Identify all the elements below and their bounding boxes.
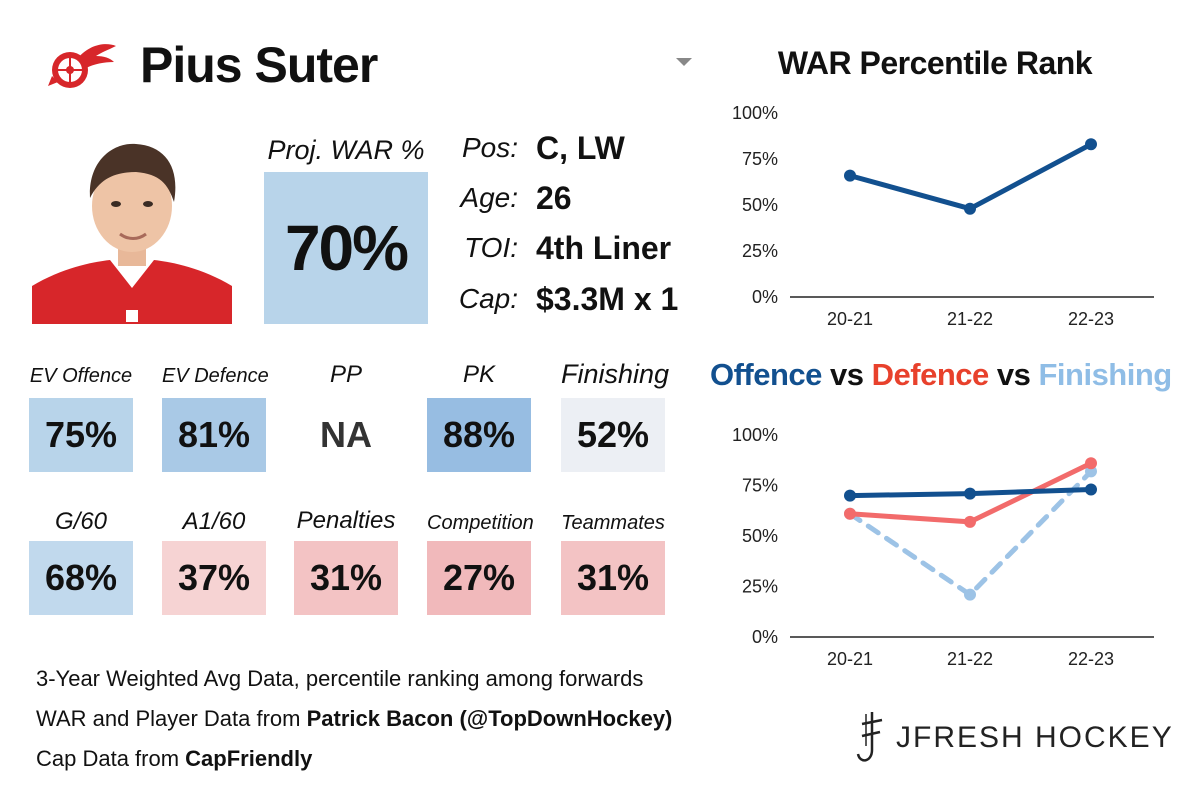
toi-label: TOI: [464, 232, 518, 263]
footnote-cap-source: Cap Data from CapFriendly [36, 744, 312, 774]
player-name: Pius Suter [140, 37, 378, 93]
g60-label: G/60 [54, 508, 108, 535]
footnote-cap-source-name: CapFriendly [185, 746, 313, 771]
title-vs-1: vs [821, 357, 872, 392]
components-series-defence-line [847, 460, 1094, 525]
components-series-finishing-line [847, 468, 1094, 598]
components-ytick-label: 75% [742, 476, 778, 496]
toi-value: 4th Liner [536, 230, 672, 266]
position-value: C, LW [536, 130, 625, 166]
age-value: 26 [536, 180, 572, 216]
war-series-war-point [844, 169, 856, 182]
components-series-finishing-point [844, 507, 856, 520]
components-xtick-label: 20-21 [827, 649, 873, 669]
components-series-offence-point [964, 487, 976, 500]
footnote-war-source: WAR and Player Data from Patrick Bacon (… [36, 704, 672, 734]
proj-war-value: 70% [264, 172, 428, 324]
components-series-defence-point [1085, 457, 1097, 470]
brand-name: JFRESH HOCKEY [896, 721, 1174, 754]
war-ytick-label: 0% [752, 287, 778, 307]
ev-defence-label: EV Defence [162, 365, 269, 387]
components-ytick-label: 50% [742, 526, 778, 546]
finishing-label: Finishing [561, 359, 670, 389]
components-series-finishing-point [1085, 465, 1097, 478]
a160-tile: 37% [162, 541, 266, 615]
proj-war-label: Proj. WAR % [267, 135, 425, 165]
war-ytick-label: 100% [732, 103, 778, 123]
components-ytick-label: 25% [742, 577, 778, 597]
footnote-methodology: 3-Year Weighted Avg Data, percentile ran… [36, 666, 644, 691]
footnote-war-source-prefix: WAR and Player Data from [36, 706, 307, 731]
title-offence: Offence [710, 357, 822, 392]
teammates-tile: 31% [561, 541, 665, 615]
cap-label: Cap: [458, 283, 518, 314]
war-series-war-line [847, 141, 1094, 212]
footnote-war-source-name: Patrick Bacon (@TopDownHockey) [306, 706, 673, 731]
ev-defence-tile: 81% [162, 398, 266, 472]
components-series-offence-point [1085, 483, 1097, 496]
war-ytick-label: 75% [742, 149, 778, 169]
player-headshot [32, 128, 232, 324]
components-ytick-label: 100% [732, 425, 778, 445]
competition-tile: 27% [427, 541, 531, 615]
war-series-war-point [964, 202, 976, 215]
title-defence: Defence [871, 357, 990, 392]
components-series-offence-point [844, 489, 856, 502]
components-ytick-label: 0% [752, 627, 778, 647]
footnote-cap-source-prefix: Cap Data from [36, 746, 186, 771]
age-label: Age: [460, 182, 518, 213]
pp-tile: NA [294, 398, 398, 472]
pp-label: PP [329, 361, 362, 388]
war-xtick-label: 21-22 [947, 309, 993, 329]
pk-label: PK [462, 361, 495, 388]
war-series-war-point [1085, 138, 1097, 151]
red-wings-logo-icon [44, 36, 118, 92]
cap-value: $3.3M x 1 [536, 281, 679, 317]
ev-offence-label: EV Offence [29, 365, 133, 387]
jfresh-logo-icon [852, 710, 886, 768]
pk-tile: 88% [427, 398, 531, 472]
teammates-label: Teammates [561, 512, 665, 534]
competition-label: Competition [427, 512, 534, 534]
finishing-tile: 52% [561, 398, 665, 472]
player-select-dropdown[interactable] [676, 58, 692, 66]
war-xtick-label: 22-23 [1068, 309, 1114, 329]
components-chart-title: Offence vs Defence vs Finishing [710, 354, 1172, 396]
components-series-finishing-point [964, 588, 976, 601]
components-series-defence-point [844, 507, 856, 520]
ev-offence-tile: 75% [29, 398, 133, 472]
components-xtick-label: 21-22 [947, 649, 993, 669]
war-chart-title: WAR Percentile Rank [777, 45, 1093, 81]
a160-label: A1/60 [182, 508, 246, 535]
penalties-tile: 31% [294, 541, 398, 615]
war-ytick-label: 25% [742, 241, 778, 261]
title-finishing: Finishing [1038, 357, 1172, 392]
components-series-defence-point [964, 515, 976, 528]
war-ytick-label: 50% [742, 195, 778, 215]
position-label: Pos: [461, 132, 518, 163]
components-series-offence-line [847, 487, 1094, 499]
war-xtick-label: 20-21 [827, 309, 873, 329]
components-xtick-label: 22-23 [1068, 649, 1114, 669]
g60-tile: 68% [29, 541, 133, 615]
title-vs-2: vs [988, 357, 1039, 392]
penalties-label: Penalties [296, 507, 396, 534]
